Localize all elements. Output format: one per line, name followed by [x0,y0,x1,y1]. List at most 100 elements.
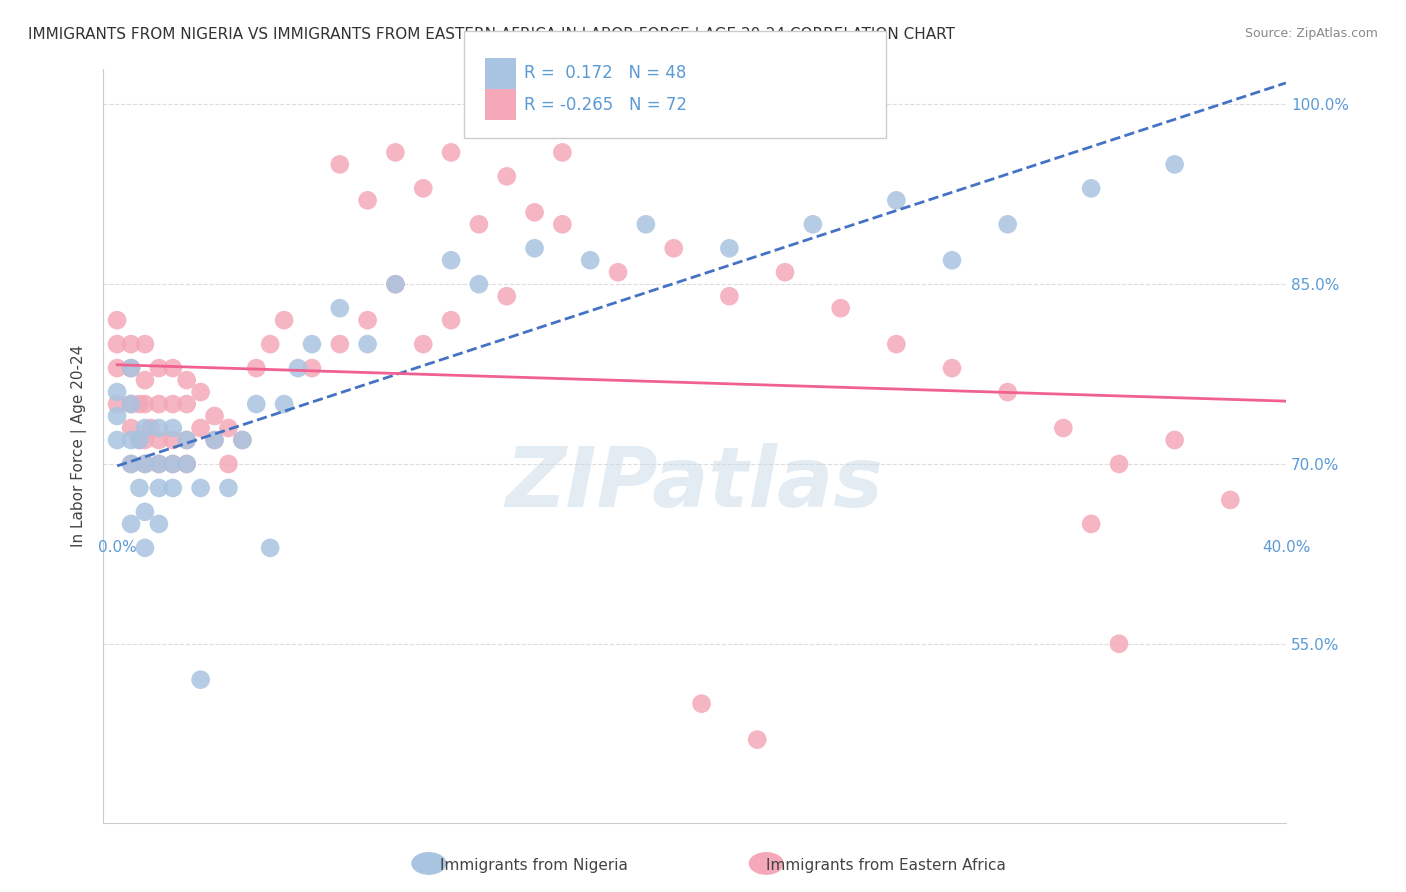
Point [162,481,184,495]
Point [217,457,239,471]
Point [176,397,198,411]
Point [120,397,142,411]
Point [747,732,769,747]
Point [259,541,281,555]
Point [607,265,630,279]
Point [176,433,198,447]
Point [148,516,170,531]
Point [120,457,142,471]
Point [134,433,156,447]
Text: IMMIGRANTS FROM NIGERIA VS IMMIGRANTS FROM EASTERN AFRICA IN LABOR FORCE | AGE 2: IMMIGRANTS FROM NIGERIA VS IMMIGRANTS FR… [28,27,955,43]
Point [690,697,713,711]
Point [997,217,1019,231]
Point [120,433,142,447]
Point [551,217,574,231]
Point [495,289,517,303]
Point [886,194,908,208]
Point [105,313,128,327]
Point [120,361,142,376]
Point [301,337,323,351]
Y-axis label: In Labor Force | Age 20-24: In Labor Force | Age 20-24 [72,345,87,547]
Point [134,457,156,471]
Point [148,481,170,495]
Point [105,409,128,423]
Point [217,421,239,435]
Point [1080,181,1102,195]
Point [105,385,128,400]
Point [190,385,212,400]
Point [204,433,226,447]
Point [190,673,212,687]
Point [301,361,323,376]
Point [468,277,491,292]
Point [134,505,156,519]
Point [718,241,741,255]
Point [190,421,212,435]
Point [440,313,463,327]
Point [190,481,212,495]
Point [105,433,128,447]
Text: 0.0%: 0.0% [98,541,136,556]
Point [134,421,156,435]
Point [259,337,281,351]
Point [440,253,463,268]
Point [273,313,295,327]
Point [329,337,352,351]
Point [176,373,198,387]
Point [634,217,657,231]
Point [523,241,546,255]
Point [162,457,184,471]
Point [204,433,226,447]
Point [523,205,546,219]
Point [1080,516,1102,531]
Point [662,241,685,255]
Point [773,265,796,279]
Point [162,433,184,447]
Point [245,397,267,411]
Point [941,361,963,376]
Text: Immigrants from Nigeria: Immigrants from Nigeria [440,858,628,872]
Point [217,481,239,495]
Point [120,516,142,531]
Point [579,253,602,268]
Point [148,397,170,411]
Point [176,457,198,471]
Point [148,433,170,447]
Point [162,421,184,435]
Point [356,337,378,351]
Point [134,457,156,471]
Point [1052,421,1074,435]
Point [997,385,1019,400]
Point [120,457,142,471]
Point [468,217,491,231]
Point [1108,637,1130,651]
Point [384,277,406,292]
Point [134,397,156,411]
Point [148,457,170,471]
Point [329,301,352,316]
Text: R = -0.265   N = 72: R = -0.265 N = 72 [524,96,688,114]
Point [941,253,963,268]
Point [134,373,156,387]
Point [120,361,142,376]
Point [134,541,156,555]
Point [1108,457,1130,471]
Point [105,397,128,411]
Point [120,337,142,351]
Point [128,481,150,495]
Point [105,337,128,351]
Point [801,217,824,231]
Point [231,433,253,447]
Point [148,457,170,471]
Point [162,361,184,376]
Text: R =  0.172   N = 48: R = 0.172 N = 48 [524,64,686,82]
Point [886,337,908,351]
Point [356,313,378,327]
Point [231,433,253,447]
Point [176,433,198,447]
Point [128,433,150,447]
Point [1163,157,1185,171]
Point [148,421,170,435]
Point [120,421,142,435]
Point [412,337,434,351]
